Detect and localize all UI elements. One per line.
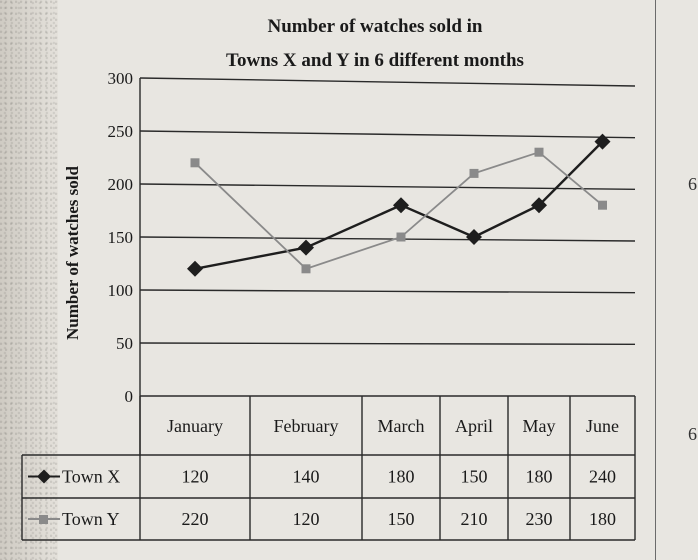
x-tick-label-may: May — [523, 416, 556, 436]
series-lines — [187, 133, 611, 277]
x-tick-label-february: February — [274, 416, 339, 436]
point-town-x-4 — [531, 197, 547, 214]
point-town-y-4 — [534, 147, 544, 157]
point-town-y-0 — [190, 158, 200, 168]
legend-label-0: Town X — [62, 467, 120, 487]
legend-diamond-marker — [37, 469, 51, 484]
gridline-50 — [139, 342, 636, 346]
gridlines — [139, 77, 636, 456]
scanned-margin — [0, 0, 58, 560]
table-cell-1-1: 120 — [293, 509, 320, 529]
point-town-y-2 — [396, 232, 406, 242]
data-table: January February March April May June Town X 12… — [21, 396, 636, 541]
table-cell-1-5: 180 — [589, 509, 616, 529]
point-town-y-5 — [598, 200, 607, 210]
y-tick-label-100: 100 — [108, 281, 134, 300]
y-tick-label-150: 150 — [108, 228, 134, 247]
point-town-x-1 — [298, 239, 314, 256]
point-town-x-5 — [594, 133, 611, 150]
point-town-y-1 — [301, 264, 311, 274]
point-town-y-3 — [469, 168, 479, 178]
table-cell-0-2: 180 — [388, 467, 415, 487]
y-tick-label-0: 0 — [125, 387, 134, 406]
table-cell-0-0: 120 — [182, 467, 209, 487]
x-tick-label-january: January — [167, 416, 223, 436]
gridline-150 — [139, 236, 636, 242]
y-tick-label-250: 250 — [108, 122, 134, 141]
series-line-town-y — [194, 151, 604, 270]
point-town-x-2 — [393, 197, 409, 214]
table-cell-0-1: 140 — [293, 467, 320, 487]
gridline-200 — [139, 183, 636, 191]
gridline-300 — [139, 77, 636, 87]
table-cell-0-5: 240 — [589, 467, 616, 487]
table-cell-1-3: 210 — [461, 509, 488, 529]
y-tick-label-50: 50 — [116, 334, 133, 353]
page-column-rule — [655, 0, 656, 560]
legend-square-marker — [39, 515, 48, 524]
x-tick-label-june: June — [586, 416, 619, 436]
margin-mark-top: 6 — [688, 174, 697, 194]
x-tick-label-april: April — [455, 416, 493, 436]
table-cell-1-4: 230 — [526, 509, 553, 529]
table-cell-1-0: 220 — [182, 509, 209, 529]
chart-title-line-1: Number of watches sold in — [268, 16, 483, 37]
y-tick-label-300: 300 — [108, 69, 134, 88]
legend-label-1: Town Y — [62, 509, 120, 529]
table-cell-1-2: 150 — [388, 509, 415, 529]
table-cell-0-4: 180 — [526, 467, 553, 487]
gridline-250 — [139, 130, 636, 139]
y-tick-labels: 0 50 100 150 200 250 300 — [108, 69, 134, 406]
y-axis-title: Number of watches sold — [63, 165, 82, 339]
margin-mark-bottom: 6 — [688, 424, 697, 444]
chart-title-line-2: Towns X and Y in 6 different months — [226, 50, 524, 71]
gridline-100 — [139, 289, 636, 294]
table-cell-0-3: 150 — [461, 467, 488, 487]
point-town-x-3 — [466, 229, 482, 245]
y-tick-label-200: 200 — [108, 175, 134, 194]
point-town-x-0 — [187, 260, 203, 277]
x-tick-label-march: March — [378, 416, 425, 436]
